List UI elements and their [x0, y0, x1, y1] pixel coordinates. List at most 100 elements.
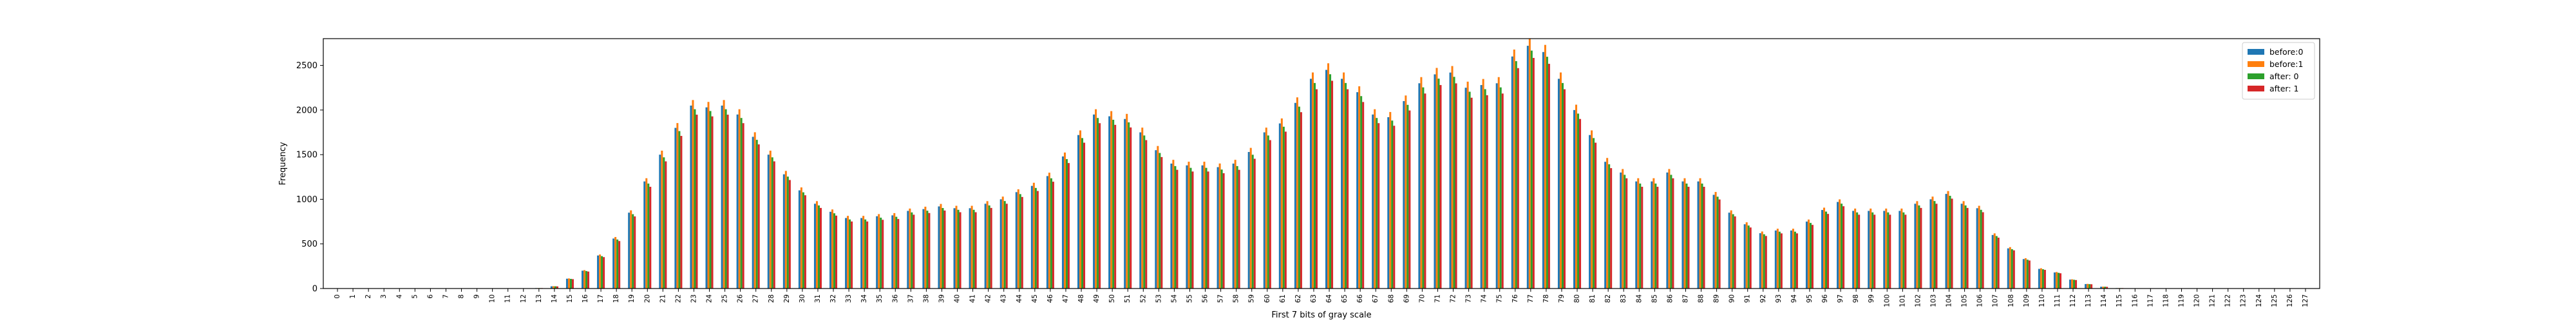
bar-17-3: [603, 257, 605, 289]
bar-32-3: [835, 215, 838, 289]
bar-48-1: [1079, 130, 1082, 289]
bar-67-2: [1376, 118, 1378, 289]
bar-112-3: [2075, 279, 2078, 289]
bar-37-3: [913, 214, 915, 289]
bar-17-0: [597, 255, 600, 289]
x-tick-label: 90: [1728, 294, 1736, 303]
x-tick-label: 52: [1139, 294, 1147, 303]
bar-37-0: [907, 211, 909, 289]
bar-74-1: [1482, 79, 1484, 289]
x-tick-label: 61: [1279, 294, 1287, 303]
bar-98-1: [1854, 208, 1857, 289]
bar-87-0: [1681, 181, 1684, 289]
bar-16-0: [582, 270, 584, 289]
bar-47-3: [1067, 163, 1070, 289]
x-tick-label: 21: [659, 294, 667, 303]
legend-label: after: 1: [2269, 84, 2299, 93]
x-tick-label: 41: [969, 294, 977, 303]
bar-80-0: [1573, 109, 1576, 289]
bar-44-1: [1017, 189, 1019, 289]
bar-43-1: [1001, 196, 1004, 289]
bar-35-1: [878, 214, 880, 289]
x-tick-label: 68: [1387, 294, 1395, 303]
x-tick-label: 43: [1000, 294, 1008, 303]
bar-97-1: [1839, 199, 1841, 289]
bar-18-2: [616, 239, 619, 289]
bar-103-3: [1935, 204, 1938, 289]
bar-94-1: [1792, 229, 1794, 289]
bar-63-3: [1315, 89, 1318, 289]
bar-33-1: [847, 216, 849, 289]
bar-47-2: [1065, 159, 1068, 289]
bar-20-1: [645, 178, 648, 289]
x-tick-label: 121: [2209, 294, 2217, 307]
bar-64-3: [1331, 80, 1334, 289]
bar-14-2: [554, 286, 556, 289]
bar-60-3: [1269, 140, 1271, 289]
bar-46-2: [1050, 178, 1052, 289]
bar-71-1: [1435, 68, 1438, 289]
bar-101-0: [1899, 211, 1901, 289]
bar-65-3: [1347, 89, 1349, 289]
bar-109-0: [2022, 259, 2025, 289]
bar-26-1: [738, 109, 741, 289]
bar-56-2: [1205, 167, 1208, 289]
bar-99-1: [1870, 208, 1872, 289]
bar-14-0: [550, 286, 553, 289]
bar-95-0: [1805, 222, 1808, 289]
bar-71-2: [1437, 79, 1440, 289]
bar-58-3: [1238, 169, 1240, 289]
x-tick-label: 97: [1837, 294, 1844, 303]
bar-57-0: [1217, 167, 1219, 289]
legend-frame: [2242, 42, 2315, 100]
bar-19-3: [634, 216, 636, 289]
bar-66-1: [1358, 86, 1361, 289]
bar-84-2: [1639, 184, 1642, 289]
x-tick-label: 67: [1372, 294, 1379, 303]
bar-54-3: [1176, 169, 1179, 289]
x-tick-label: 106: [1976, 294, 1984, 307]
bar-88-2: [1701, 184, 1703, 289]
y-tick-label: 1000: [296, 195, 317, 205]
bar-100-3: [1889, 214, 1891, 289]
bar-87-3: [1687, 187, 1690, 289]
bar-19-1: [630, 210, 632, 289]
bar-61-0: [1278, 123, 1281, 289]
bar-51-2: [1128, 122, 1130, 289]
x-tick-label: 78: [1542, 294, 1550, 303]
bar-109-1: [2024, 258, 2027, 289]
x-tick-label: 75: [1496, 294, 1504, 303]
bar-67-1: [1374, 109, 1376, 289]
bar-73-3: [1470, 97, 1473, 289]
x-tick-label: 31: [814, 294, 822, 303]
x-tick-label: 71: [1434, 294, 1441, 303]
y-axis-ticks: 0 500 1000 1500 2000 2500: [296, 61, 323, 294]
x-tick-label: 102: [1914, 294, 1922, 307]
bar-79-3: [1563, 89, 1566, 289]
x-tick-label: 66: [1356, 294, 1364, 303]
x-tick-label: 82: [1604, 294, 1612, 303]
bar-72-3: [1455, 83, 1457, 289]
x-tick-label: 74: [1481, 294, 1488, 303]
x-tick-label: 96: [1821, 294, 1829, 303]
bar-68-2: [1391, 120, 1394, 289]
bar-96-0: [1821, 210, 1824, 289]
x-tick-label: 59: [1248, 294, 1256, 303]
x-tick-label: 9: [473, 294, 481, 299]
bar-56-1: [1203, 162, 1206, 289]
bar-88-1: [1699, 178, 1701, 289]
x-tick-label: 20: [643, 294, 651, 303]
bar-108-0: [2007, 248, 2009, 289]
bar-98-2: [1856, 212, 1859, 289]
bar-22-0: [674, 128, 677, 289]
bar-93-0: [1774, 230, 1777, 289]
x-tick-label: 62: [1294, 294, 1302, 303]
x-tick-label: 113: [2085, 294, 2092, 307]
x-tick-label: 100: [1883, 294, 1891, 307]
bar-71-3: [1439, 85, 1442, 289]
x-tick-label: 119: [2177, 294, 2185, 307]
bar-92-3: [1765, 236, 1767, 289]
bar-95-1: [1807, 219, 1810, 289]
bar-28-3: [773, 161, 775, 289]
